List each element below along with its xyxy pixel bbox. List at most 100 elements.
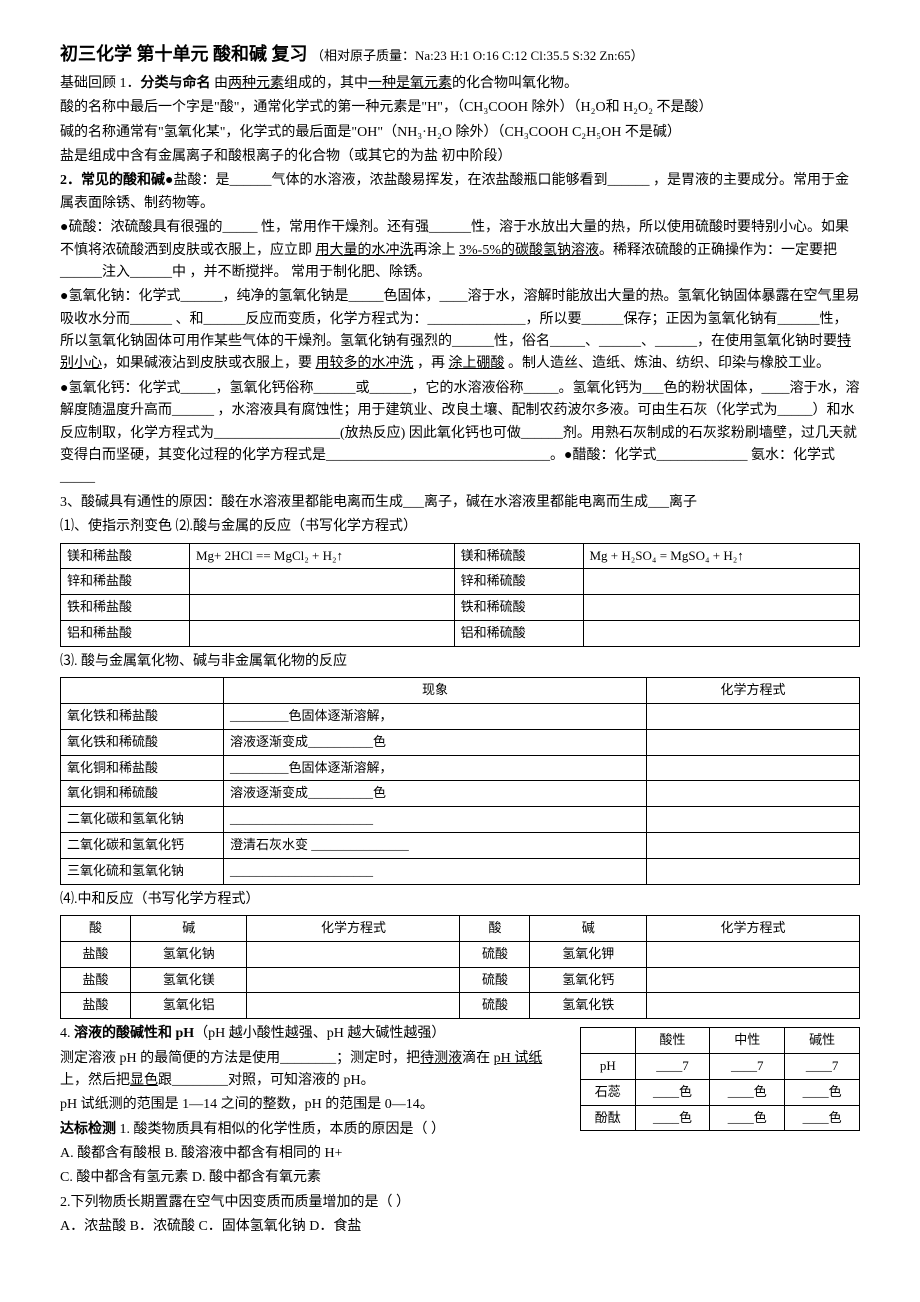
p1e: 组成的，其中	[284, 76, 368, 91]
table-row: 盐酸氢氧化镁硫酸氢氧化钙	[61, 967, 860, 993]
cell	[583, 621, 860, 647]
cell: ____7	[785, 1053, 860, 1079]
para-10: ⑴、使指示剂变色 ⑵.酸与金属的反应（书写化学方程式）	[60, 516, 860, 538]
title-main: 初三化学 第十单元 酸和碱 复习	[60, 44, 308, 64]
table-row: 盐酸氢氧化钠 硫酸氢氧化钾	[61, 941, 860, 967]
cell	[647, 703, 860, 729]
cell: ____色	[785, 1079, 860, 1105]
table-row: 石蕊____色____色____色	[581, 1079, 860, 1105]
cell: 盐酸	[61, 967, 131, 993]
cell: Mg+ 2HCl == MgCl₂ + H₂↑	[189, 543, 454, 569]
table-row: 二氧化碳和氢氧化钠______________________	[61, 807, 860, 833]
p14g: 跟________对照，可知溶液的 pH。	[158, 1073, 375, 1088]
cell	[647, 941, 860, 967]
cell	[647, 807, 860, 833]
cell: 硫酸	[460, 941, 530, 967]
p14a: 测定溶液 pH 的最简便的方法是使用________；测定时，把	[60, 1051, 420, 1066]
p1a: 基础回顾 1．	[60, 76, 141, 91]
cell: 铝和稀硫酸	[454, 621, 583, 647]
cell: ____色	[710, 1105, 785, 1131]
cell: 氢氧化钠	[130, 941, 247, 967]
cell: 氧化铁和稀盐酸	[61, 703, 224, 729]
cell: 氧化铜和稀硫酸	[61, 781, 224, 807]
table-oxide: 现象 化学方程式 氧化铁和稀盐酸_________色固体逐渐溶解， 氧化铁和稀硫…	[60, 677, 860, 884]
table-header-row: 现象 化学方程式	[61, 678, 860, 704]
table-row: 氧化铁和稀硫酸溶液逐渐变成__________色	[61, 729, 860, 755]
table-neutralize: 酸 碱 化学方程式 酸 碱 化学方程式 盐酸氢氧化钠硫酸氢氧化钾 盐酸氢氧化镁硫…	[60, 915, 860, 1019]
cell: _________色固体逐渐溶解，	[224, 703, 647, 729]
cell: 酸	[460, 915, 530, 941]
table-row: 镁和稀盐酸 Mg+ 2HCl == MgCl₂ + H₂↑ 镁和稀硫酸 Mg +…	[61, 543, 860, 569]
title-sub: （相对原子质量：Na:23 H:1 O:16 C:12 Cl:35.5 S:32…	[311, 48, 644, 63]
cell: 氢氧化铝	[130, 993, 247, 1019]
cell: 碱	[530, 915, 647, 941]
para-7: ●氢氧化钠：化学式______，纯净的氢氧化钠是_____色固体，____溶于水…	[60, 286, 860, 376]
cell: pH	[581, 1053, 636, 1079]
p7e: ，再	[414, 356, 449, 371]
cell: 盐酸	[61, 993, 131, 1019]
cell: ____色	[635, 1105, 710, 1131]
table-row: 氧化铜和稀硫酸溶液逐渐变成__________色	[61, 781, 860, 807]
p1b: 分类与命名	[141, 76, 211, 91]
table-acid-metal: 镁和稀盐酸 Mg+ 2HCl == MgCl₂ + H₂↑ 镁和稀硫酸 Mg +…	[60, 543, 860, 647]
table-row: 氧化铜和稀盐酸_________色固体逐渐溶解，	[61, 755, 860, 781]
p13b: 溶液的酸碱性和 pH	[74, 1026, 194, 1041]
p1g: 的化合物叫氧化物。	[452, 76, 578, 91]
cell: 镁和稀硫酸	[454, 543, 583, 569]
cell: 化学方程式	[647, 915, 860, 941]
table-ph: 酸性中性碱性 pH____7____7____7 石蕊____色____色___…	[580, 1027, 860, 1131]
p14f: 显色	[130, 1073, 158, 1088]
cell: 氢氧化钾	[530, 941, 647, 967]
cell: 酸	[61, 915, 131, 941]
para-3: 碱的名称通常有"氢氧化某"，化学式的最后面是"OH"（NH₃·H₂O 除外）（C…	[60, 122, 860, 144]
table-row: 氧化铁和稀盐酸_________色固体逐渐溶解，	[61, 703, 860, 729]
p14b: 待测液	[420, 1051, 462, 1066]
cell: ____色	[635, 1079, 710, 1105]
cell: 溶液逐渐变成__________色	[224, 729, 647, 755]
cell: 二氧化碳和氢氧化钙	[61, 832, 224, 858]
cell: 氢氧化钙	[530, 967, 647, 993]
cell	[583, 595, 860, 621]
cell: 氧化铁和稀硫酸	[61, 729, 224, 755]
p1d: 两种元素	[228, 76, 284, 91]
cell: 澄清石灰水变 _______________	[224, 832, 647, 858]
table-row: 铝和稀盐酸 铝和稀硫酸	[61, 621, 860, 647]
cell: 酸性	[635, 1028, 710, 1054]
cell	[583, 569, 860, 595]
cell: ____色	[710, 1079, 785, 1105]
para-6: ●硫酸：浓硫酸具有很强的_____ 性，常用作干燥剂。还有强______性，溶于…	[60, 217, 860, 284]
cell	[247, 993, 460, 1019]
cell: ____7	[710, 1053, 785, 1079]
title-line: 初三化学 第十单元 酸和碱 复习 （相对原子质量：Na:23 H:1 O:16 …	[60, 40, 860, 69]
p16a: 达标检测	[60, 1122, 116, 1137]
para-20: A．浓盐酸 B．浓硫酸 C．固体氢氧化钠 D．食盐	[60, 1216, 860, 1238]
cell: 铁和稀盐酸	[61, 595, 190, 621]
cell: 硫酸	[460, 967, 530, 993]
cell: 二氧化碳和氢氧化钠	[61, 807, 224, 833]
p16b: 1. 酸类物质具有相似的化学性质，本质的原因是（ ）	[116, 1122, 445, 1137]
cell	[647, 858, 860, 884]
cell: 盐酸	[61, 941, 131, 967]
para-12: ⑷.中和反应（书写化学方程式）	[60, 889, 860, 911]
table-header-row: 酸性中性碱性	[581, 1028, 860, 1054]
cell: 锌和稀盐酸	[61, 569, 190, 595]
cell: 硫酸	[460, 993, 530, 1019]
p7f: 涂上硼酸	[449, 356, 505, 371]
p6b: 用大量的水冲洗	[316, 243, 414, 258]
p6c: 再涂上	[414, 243, 460, 258]
table-header-row: 酸 碱 化学方程式 酸 碱 化学方程式	[61, 915, 860, 941]
cell: 镁和稀盐酸	[61, 543, 190, 569]
cell: _________色固体逐渐溶解，	[224, 755, 647, 781]
cell	[581, 1028, 636, 1054]
cell: 酚酞	[581, 1105, 636, 1131]
p14e: 上，然后把	[60, 1073, 130, 1088]
cell: 碱	[130, 915, 247, 941]
table-row: 盐酸氢氧化铝硫酸氢氧化铁	[61, 993, 860, 1019]
table-row: 锌和稀盐酸 锌和稀硫酸	[61, 569, 860, 595]
cell: 锌和稀硫酸	[454, 569, 583, 595]
para-17: A. 酸都含有酸根 B. 酸溶液中都含有相同的 H+	[60, 1143, 860, 1165]
para-2: 酸的名称中最后一个字是"酸"，通常化学式的第一种元素是"H"，（CH₃COOH …	[60, 97, 860, 119]
para-1: 基础回顾 1．分类与命名 由两种元素组成的，其中一种是氧元素的化合物叫氧化物。	[60, 73, 860, 95]
cell	[647, 832, 860, 858]
cell	[647, 967, 860, 993]
